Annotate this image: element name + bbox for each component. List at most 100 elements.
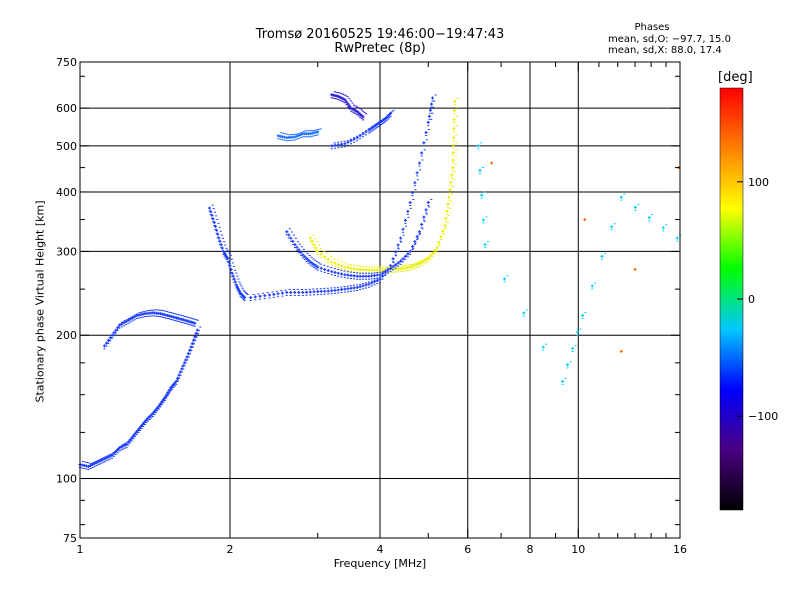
y-tick-label: 750: [56, 56, 77, 69]
data-point-fill: [163, 393, 169, 401]
chart-title: Tromsø 20160525 19:46:00−19:47:43: [255, 27, 505, 42]
data-point-fill: [452, 134, 458, 142]
data-point-fill: [620, 193, 626, 201]
data-point: [483, 243, 487, 247]
data-point: [417, 261, 421, 265]
data-point-fill: [293, 288, 299, 296]
data-point-fill: [396, 261, 400, 265]
data-point-fill: [340, 270, 346, 278]
data-point-fill: [349, 286, 353, 290]
data-point-fill: [263, 294, 267, 298]
data-point-fill: [178, 315, 184, 323]
data-point-fill: [145, 309, 151, 317]
data-point-fill: [330, 258, 336, 266]
data-point-fill: [135, 312, 141, 320]
data-point-fill: [303, 130, 309, 138]
data-point: [301, 290, 305, 294]
data-point-fill: [143, 420, 147, 424]
data-point-fill: [293, 290, 297, 294]
data-point-fill: [452, 149, 458, 157]
data-point: [330, 260, 334, 264]
data-point: [476, 144, 480, 148]
data-point-fill: [310, 261, 314, 265]
data-point-fill: [451, 164, 457, 172]
x-tick-label: 6: [464, 543, 471, 556]
data-point-fill: [241, 291, 247, 299]
data-point-fill: [411, 264, 415, 268]
data-point-fill: [319, 266, 323, 270]
data-point-fill: [173, 313, 179, 321]
data-point-fill: [350, 272, 356, 280]
data-point-fill: [413, 261, 419, 269]
data-point-fill: [323, 267, 327, 271]
data-point-fill: [349, 139, 353, 143]
data-point-fill: [155, 406, 159, 410]
data-point-fill: [370, 279, 376, 287]
data-point-fill: [445, 207, 451, 215]
data-point-fill: [484, 241, 490, 249]
data-point-fill: [448, 186, 454, 194]
data-point-fill: [171, 383, 175, 387]
data-point-fill: [452, 125, 458, 133]
data-point-fill: [356, 108, 362, 116]
data-point-fill: [277, 290, 283, 298]
data-point-fill: [356, 283, 362, 291]
data-point-fill: [313, 129, 319, 137]
data-point-fill: [299, 133, 303, 137]
data-layer: [78, 91, 682, 470]
x-tick-label: 1: [77, 543, 84, 556]
data-point-fill: [661, 226, 665, 230]
data-point-fill: [364, 272, 370, 280]
data-point: [117, 446, 121, 450]
data-point-fill: [340, 272, 344, 276]
data-point-fill: [581, 312, 587, 320]
data-point-fill: [358, 274, 362, 278]
data-point-fill: [323, 287, 329, 295]
data-point: [417, 230, 421, 234]
data-point-fill: [420, 222, 424, 226]
data-point-fill: [361, 274, 365, 278]
data-point: [126, 318, 130, 322]
data-point-fill: [312, 243, 316, 247]
data-point-fill: [402, 225, 408, 233]
data-point-fill: [333, 141, 339, 149]
data-point-fill: [326, 257, 330, 261]
grid-layer: [80, 62, 680, 538]
data-point-fill: [452, 118, 456, 122]
y-tick-label: 200: [56, 329, 77, 342]
data-point-fill: [576, 330, 580, 334]
colorbar-tick-label: −100: [748, 410, 778, 423]
data-point-fill: [350, 264, 356, 272]
data-point-fill: [160, 400, 164, 404]
data-point-fill: [97, 460, 101, 464]
data-point-fill: [349, 266, 353, 270]
data-point-fill: [83, 462, 89, 470]
data-point-fill: [415, 235, 419, 239]
data-point: [249, 296, 253, 300]
data-point-fill: [424, 131, 428, 135]
data-point-fill: [289, 288, 295, 296]
data-point-fill: [394, 263, 398, 267]
data-point-fill: [571, 344, 577, 352]
data-point-fill: [340, 286, 346, 294]
data-point-fill: [333, 270, 337, 274]
data-point-fill: [425, 206, 431, 214]
data-point-fill: [381, 271, 385, 275]
data-point-fill: [422, 139, 428, 147]
data-point-fill: [349, 274, 353, 278]
data-point-fill: [566, 363, 570, 367]
data-point-fill: [420, 149, 426, 157]
data-point-fill: [372, 274, 376, 278]
data-point-fill: [522, 309, 528, 317]
data-point: [243, 296, 247, 300]
y-tick-label: 100: [56, 473, 77, 486]
data-point: [426, 256, 430, 260]
data-point-fill: [352, 267, 356, 271]
y-tick-label: 300: [56, 245, 77, 258]
data-point-fill: [444, 216, 448, 220]
data-point-fill: [427, 199, 433, 207]
data-point-fill: [409, 263, 415, 271]
data-point-fill: [104, 456, 108, 460]
data-point-fill: [392, 255, 398, 263]
data-point-fill: [337, 92, 343, 100]
